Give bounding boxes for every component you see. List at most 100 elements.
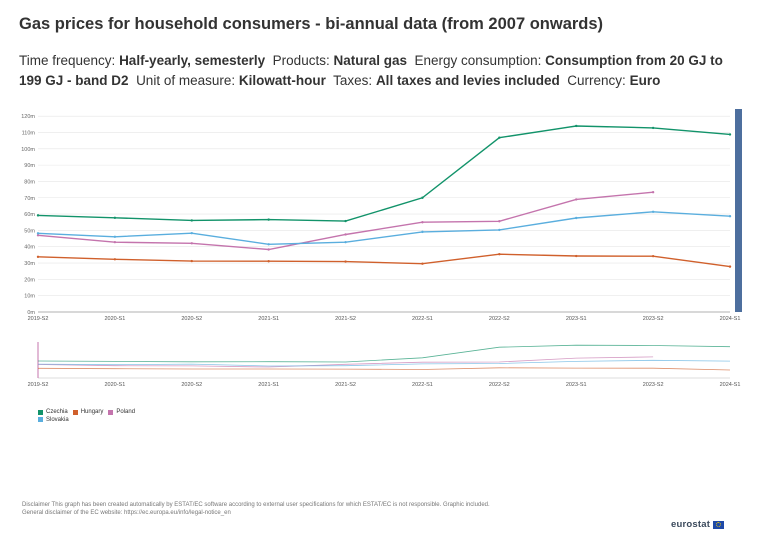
y-tick-label: 30m — [24, 261, 35, 267]
data-point — [498, 136, 501, 139]
data-point — [498, 253, 501, 256]
legend-item[interactable]: Slovakia — [38, 417, 69, 423]
data-point — [190, 242, 193, 245]
y-tick-label: 90m — [24, 163, 35, 169]
line-chart: 0m 10m 20m 30m 40m 50m 60m 70m 80m 90m 100m 110m 120… — [21, 109, 742, 388]
navigator-x-tick-label: 2021-S2 — [335, 382, 356, 388]
x-tick-label: 2022-S1 — [412, 316, 433, 322]
logo-text: eurostat — [671, 519, 711, 530]
data-point — [344, 240, 347, 244]
series-line-czechia — [37, 125, 731, 222]
y-tick-label: 60m — [24, 212, 35, 218]
data-point — [344, 233, 347, 236]
data-point — [267, 218, 270, 221]
data-point — [113, 258, 117, 261]
y-tick-label: 50m — [24, 228, 35, 234]
data-point — [651, 210, 655, 213]
data-point — [575, 216, 578, 220]
chart-legend: Czechia Hungary Poland Slovakia — [38, 409, 238, 424]
filter-value: All taxes and levies included — [375, 73, 560, 88]
y-tick-label: 10m — [24, 294, 35, 300]
x-tick-label: 2024-S1 — [720, 316, 741, 322]
data-point — [113, 216, 117, 220]
navigator-x-tick-label: 2022-S2 — [489, 382, 510, 388]
data-point — [421, 196, 424, 199]
data-point — [421, 230, 424, 234]
legend-item[interactable]: Poland — [108, 409, 135, 415]
data-point — [36, 234, 40, 237]
y-tick-label: 110m — [22, 130, 36, 136]
filter-label: Time frequency: — [19, 53, 116, 68]
filter-label: Taxes: — [333, 73, 373, 88]
chart-title: Gas prices for household consumers - bi-… — [19, 15, 604, 33]
data-point — [190, 259, 193, 263]
navigator-series-line — [37, 359, 731, 367]
data-point — [344, 219, 347, 223]
y-tick-label: 120m — [21, 114, 35, 120]
disclaimer: Disclaimer This graph has been created a… — [22, 502, 582, 517]
chart-filters: Time frequency: Half-yearly, semesterly … — [19, 51, 749, 91]
x-tick-label: 2023-S1 — [566, 316, 587, 322]
navigator-series-line — [37, 367, 731, 371]
data-point — [421, 221, 424, 224]
navigator-x-tick-label: 2023-S2 — [643, 382, 664, 388]
vertical-scrollbar — [735, 109, 742, 312]
filter-label: Products: — [272, 53, 330, 68]
data-point — [344, 260, 347, 263]
navigator-x-tick-label: 2021-S1 — [258, 382, 279, 388]
data-point — [190, 231, 193, 235]
data-point — [267, 248, 270, 251]
legend-swatch — [72, 409, 78, 415]
y-tick-label: 80m — [24, 179, 35, 185]
filter-value: Half-yearly, semesterly — [119, 53, 266, 68]
eurostat-logo: eurostat — [671, 519, 725, 530]
data-point — [651, 191, 655, 194]
data-point — [36, 255, 40, 259]
navigator-series-line — [37, 344, 731, 363]
x-tick-label: 2020-S2 — [181, 316, 202, 322]
data-point — [728, 265, 732, 268]
data-point — [267, 260, 270, 263]
navigator-x-tick-label: 2024-S1 — [720, 382, 741, 388]
x-tick-label: 2019-S2 — [28, 316, 49, 322]
data-point — [575, 124, 578, 128]
navigator-x-tick-label: 2022-S1 — [412, 382, 433, 388]
data-point — [113, 240, 117, 244]
filter-label: Energy consumption: — [414, 53, 542, 68]
data-point — [190, 219, 193, 222]
filter-label: Unit of measure: — [136, 73, 236, 88]
legend-swatch — [38, 417, 43, 422]
data-point — [421, 262, 424, 265]
data-point — [575, 254, 578, 258]
disclaimer-line: Disclaimer This graph has been created a… — [22, 502, 490, 508]
legend-label: Hungary — [80, 409, 104, 415]
legend-swatch — [38, 409, 43, 415]
x-tick-label: 2023-S2 — [643, 316, 664, 322]
data-point — [728, 215, 732, 218]
filter-value: Kilowatt-hour — [238, 73, 326, 88]
data-point — [575, 198, 578, 201]
legend-item[interactable]: Czechia — [38, 409, 68, 415]
x-tick-label: 2021-S2 — [335, 316, 356, 322]
navigator-x-tick-label: 2020-S2 — [181, 382, 202, 388]
series-line-hungary — [37, 253, 731, 268]
eu-flag-icon — [713, 520, 725, 529]
legend-label: Czechia — [46, 409, 68, 415]
data-point — [36, 232, 40, 235]
legend-item[interactable]: Hungary — [72, 409, 104, 415]
legend-label: Poland — [116, 409, 136, 415]
data-point — [36, 214, 40, 217]
y-tick-label: 70m — [24, 196, 35, 202]
navigator-x-tick-label: 2019-S2 — [28, 382, 49, 388]
data-point — [651, 126, 655, 130]
navigator-x-tick-label: 2023-S1 — [566, 382, 587, 388]
filter-value: Natural gas — [333, 53, 407, 68]
data-point — [651, 254, 655, 258]
legend-label: Slovakia — [46, 416, 69, 423]
disclaimer-line: General disclaimer of the EC website: ht… — [22, 509, 231, 516]
data-point — [113, 235, 117, 238]
filter-value: Euro — [629, 73, 661, 88]
x-tick-label: 2022-S2 — [489, 316, 510, 322]
x-tick-label: 2021-S1 — [258, 316, 279, 322]
navigator-x-tick-label: 2020-S1 — [104, 382, 125, 388]
